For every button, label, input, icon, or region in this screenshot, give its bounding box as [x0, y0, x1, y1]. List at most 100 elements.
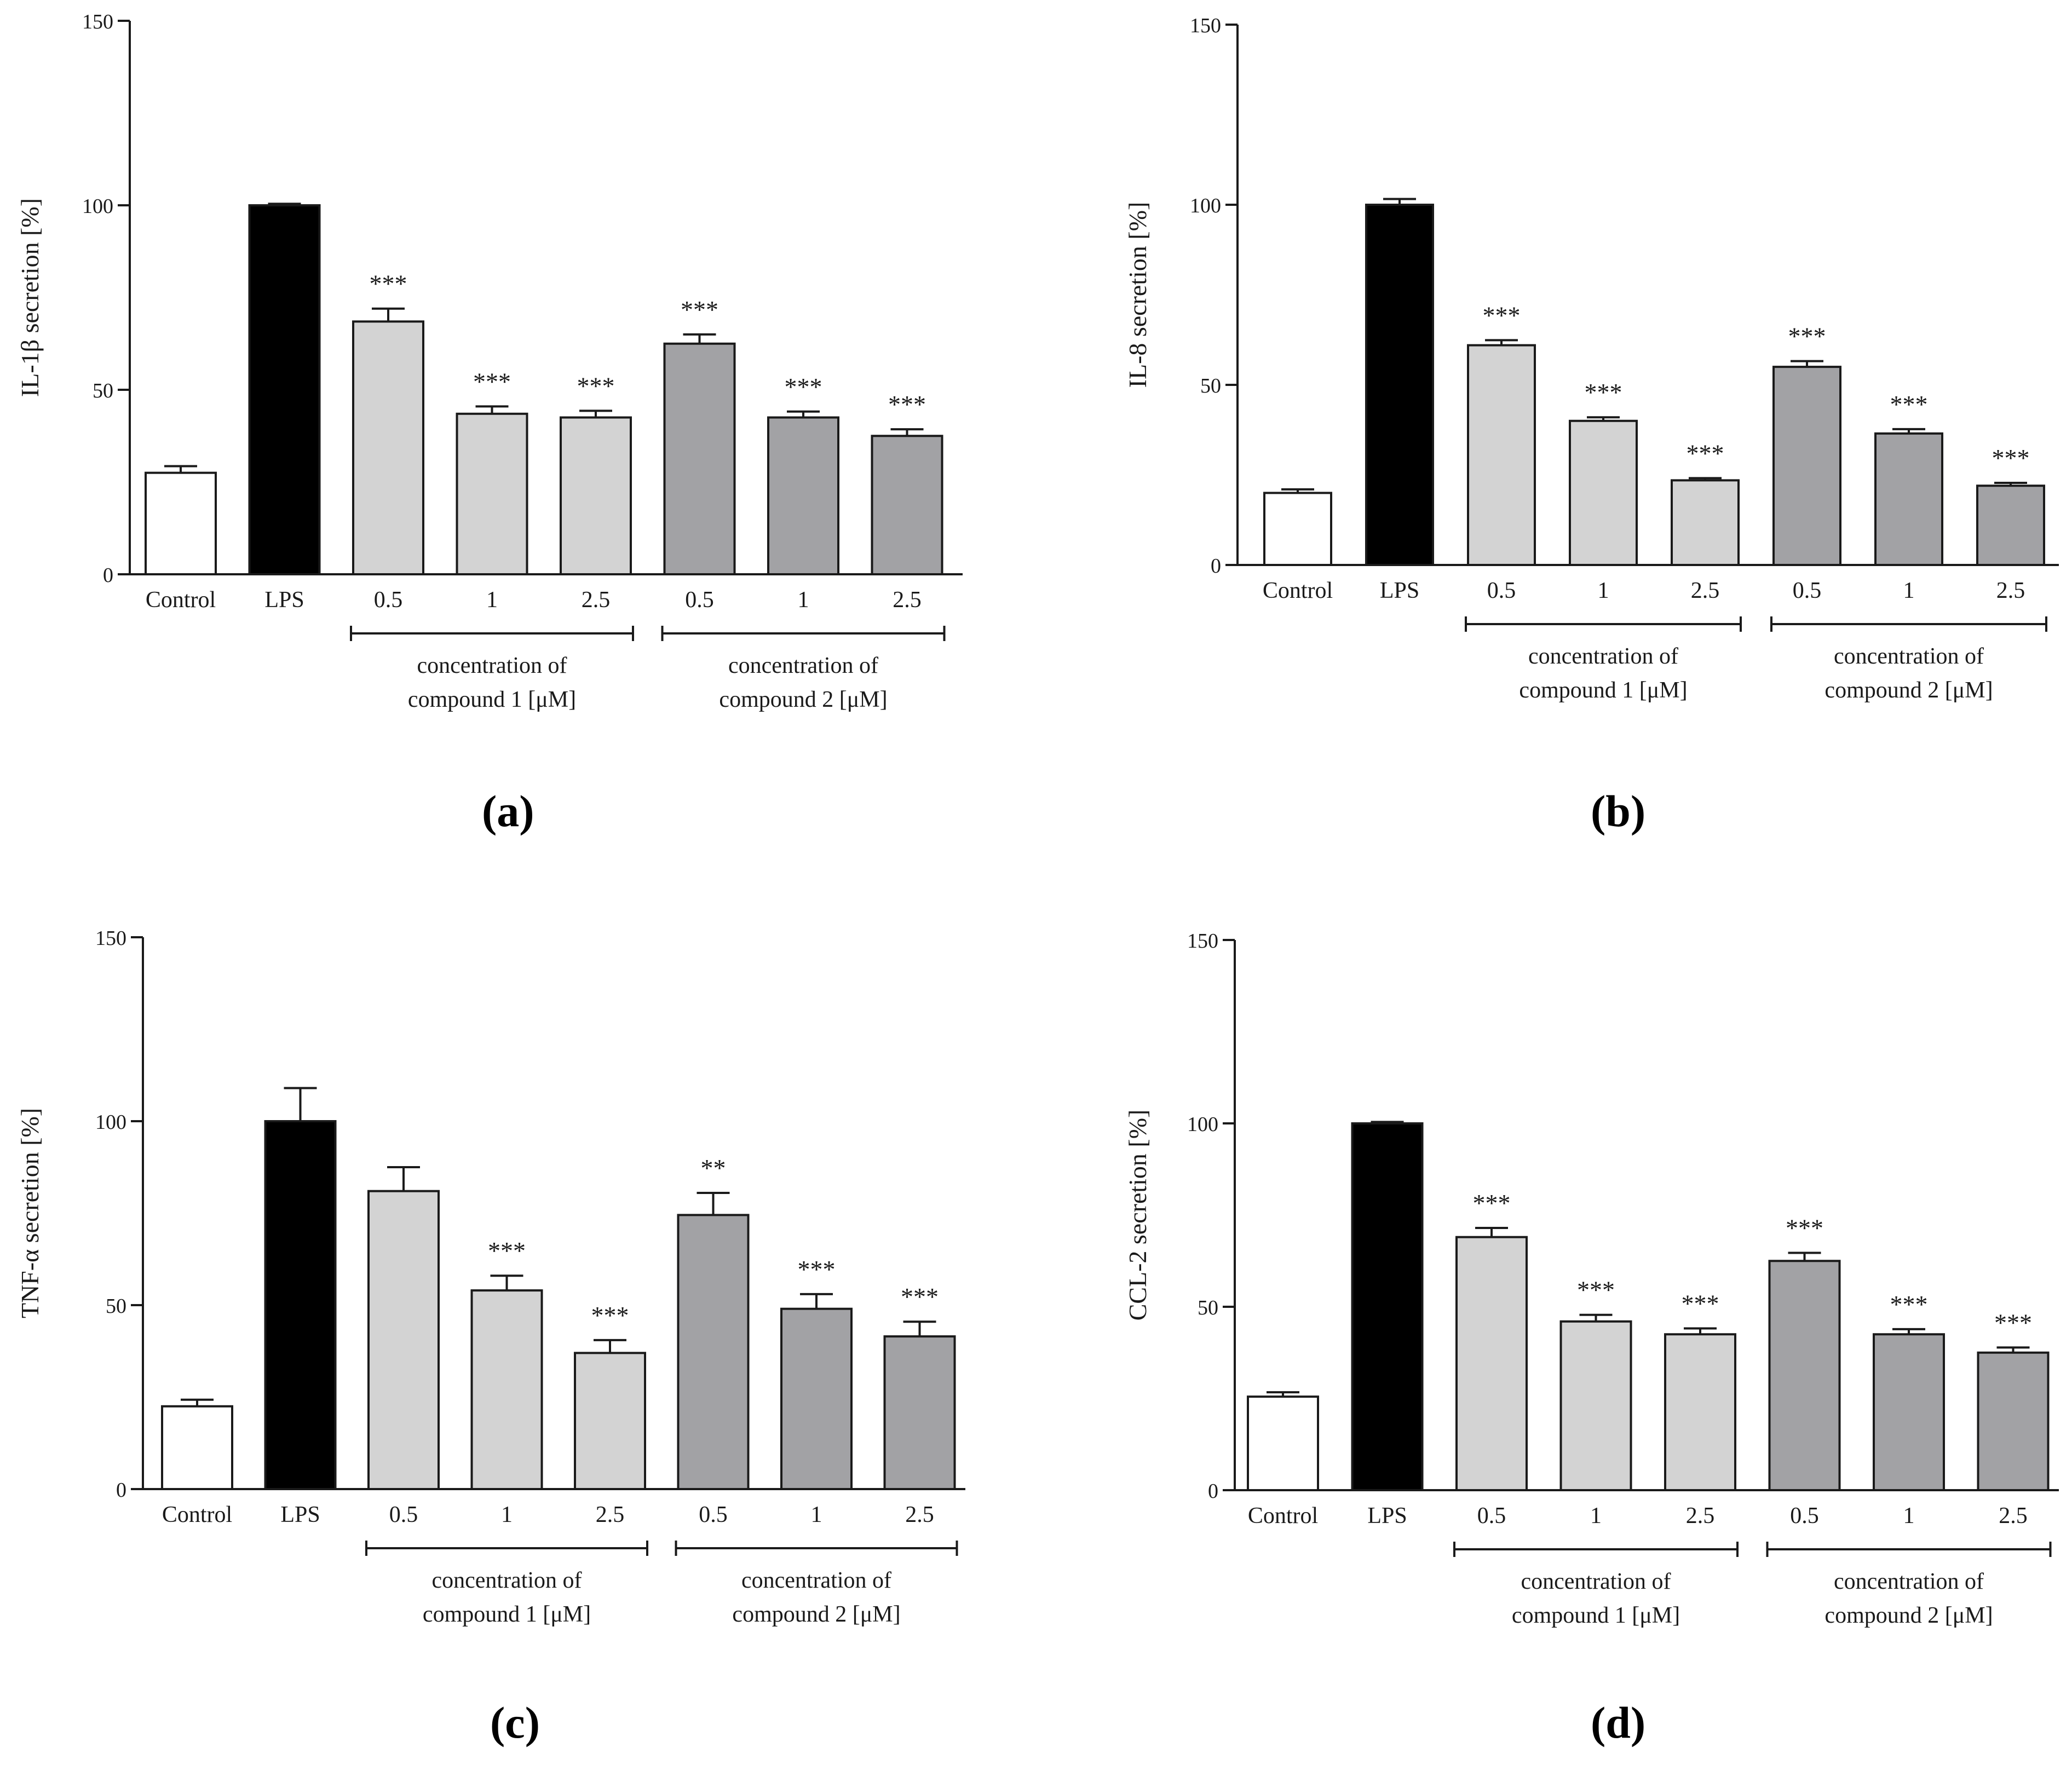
x-tick-label: 1: [486, 587, 498, 613]
x-tick-label: 0.5: [685, 587, 714, 613]
group-label-line1: concentration of: [741, 1568, 891, 1593]
group-label-line2: compound 1 [μM]: [1512, 1603, 1680, 1628]
y-tick-label: 0: [1208, 1480, 1218, 1503]
y-axis-title: TNF-α secretion [%]: [16, 1108, 44, 1318]
significance-label: ***: [798, 1255, 836, 1283]
bar-compound2: [1768, 1260, 1841, 1491]
significance-label: ***: [1585, 378, 1622, 406]
x-tick-label: 2.5: [596, 1502, 625, 1527]
bar-compound1: [367, 1190, 440, 1490]
panel-label-d: (d): [1591, 1698, 1646, 1747]
x-tick-label: 0.5: [374, 587, 403, 613]
x-tick-label: 1: [811, 1502, 822, 1527]
y-tick-label: 0: [1211, 555, 1221, 578]
x-tick-label: Control: [1263, 578, 1333, 603]
y-axis-title: IL-1β secretion [%]: [16, 198, 44, 397]
chart-ccl2: 0 50 100 150 CCL-2 secretion [%] Control LPS **…: [1124, 930, 2059, 1628]
x-tick-label: 2.5: [1686, 1503, 1715, 1528]
panel-label-a: (a): [482, 786, 534, 836]
x-tick-label: 1: [1903, 578, 1915, 603]
y-tick-label: 100: [95, 1111, 126, 1134]
y-tick-label: 150: [95, 927, 126, 950]
x-tick-label: 1: [1598, 578, 1609, 603]
x-tick-label: LPS: [280, 1502, 320, 1527]
x-tick-label: 2.5: [1999, 1503, 2028, 1528]
x-tick-label: 2.5: [905, 1502, 934, 1527]
bar-compound1: [456, 412, 528, 575]
bar-compound1: [1559, 1320, 1632, 1492]
y-tick-label: 100: [82, 195, 113, 218]
bar-compound2: [767, 416, 839, 575]
bar-compound2: [1873, 1333, 1945, 1491]
significance-label: ***: [1994, 1308, 2032, 1336]
bar-compound1: [1455, 1236, 1528, 1491]
bar-compound2: [677, 1214, 750, 1491]
bar-compound1: [352, 320, 424, 575]
chart-tnfa: 0 50 100 150 TNF-α secretion [%] Control LPS 0.…: [16, 927, 965, 1627]
y-axis-title: IL-8 secretion [%]: [1124, 202, 1152, 388]
x-tick-label: Control: [146, 587, 216, 613]
bar-lps: [248, 204, 321, 575]
x-tick-label: 1: [1903, 1503, 1915, 1528]
bar-compound1: [574, 1352, 646, 1491]
x-tick-label: LPS: [1380, 578, 1419, 603]
group-label-line1: concentration of: [728, 653, 878, 678]
bar-compound2: [1772, 366, 1841, 566]
bar-compound2: [1874, 432, 1943, 567]
significance-label: ***: [1577, 1276, 1615, 1304]
panel-label-c: (c): [490, 1698, 540, 1747]
bar-compound1: [1467, 344, 1536, 566]
significance-label: ***: [577, 372, 615, 400]
significance-label: ***: [1788, 322, 1826, 350]
group-label-line1: concentration of: [417, 653, 567, 678]
bar-compound1: [1569, 419, 1638, 566]
bar-lps: [1351, 1122, 1424, 1491]
bar-lps: [264, 1120, 337, 1490]
y-tick-label: 50: [1198, 1296, 1218, 1319]
y-tick-label: 100: [1187, 1113, 1218, 1136]
group-label-line1: concentration of: [1521, 1569, 1671, 1594]
bar-compound2: [780, 1307, 853, 1490]
x-tick-label: 2.5: [1996, 578, 2025, 603]
bar-control: [161, 1405, 233, 1491]
x-tick-label: 0.5: [1793, 578, 1822, 603]
significance-label: ***: [1682, 1290, 1719, 1318]
significance-label: ***: [488, 1237, 526, 1265]
x-tick-label: 0.5: [1487, 578, 1516, 603]
x-tick-label: 1: [798, 587, 809, 613]
bar-compound1: [560, 416, 632, 575]
group-label-line2: compound 2 [μM]: [1824, 1603, 1993, 1628]
bar-compound1: [1664, 1333, 1736, 1491]
bar-control: [145, 471, 217, 576]
group-label-line1: concentration of: [1834, 644, 1984, 669]
bar-compound2: [883, 1335, 956, 1491]
x-tick-label: Control: [1248, 1503, 1318, 1528]
x-tick-label: 0.5: [699, 1502, 728, 1527]
x-tick-label: 1: [501, 1502, 513, 1527]
significance-label: ***: [473, 367, 511, 395]
group-label-line2: compound 1 [μM]: [1519, 678, 1687, 703]
significance-label: ***: [1786, 1214, 1823, 1242]
group-label-line1: concentration of: [431, 1568, 582, 1593]
bar-compound2: [1976, 484, 2045, 566]
bar-compound2: [871, 435, 943, 575]
bar-compound1: [470, 1289, 543, 1491]
group-label-line1: concentration of: [1528, 644, 1678, 669]
group-label-line2: compound 1 [μM]: [408, 687, 576, 712]
significance-label: ***: [1890, 1290, 1928, 1318]
bar-compound2: [663, 342, 736, 575]
y-tick-label: 150: [1190, 14, 1221, 37]
x-tick-label: 0.5: [1477, 1503, 1506, 1528]
x-tick-label: Control: [162, 1502, 232, 1527]
y-tick-label: 0: [116, 1479, 126, 1502]
bar-compound1: [1671, 479, 1740, 566]
significance-label: ***: [1483, 301, 1521, 329]
chart-il1b: 0 50 100 150 IL-1β secretion [%] Control LPS **…: [16, 10, 963, 712]
significance-label: ***: [1890, 390, 1928, 418]
significance-label: ***: [1992, 444, 2030, 472]
y-tick-label: 150: [1187, 930, 1218, 953]
panel-label-b: (b): [1591, 786, 1646, 836]
x-tick-label: 2.5: [582, 587, 611, 613]
y-tick-label: 50: [1200, 374, 1221, 397]
significance-label: ***: [1473, 1189, 1511, 1217]
